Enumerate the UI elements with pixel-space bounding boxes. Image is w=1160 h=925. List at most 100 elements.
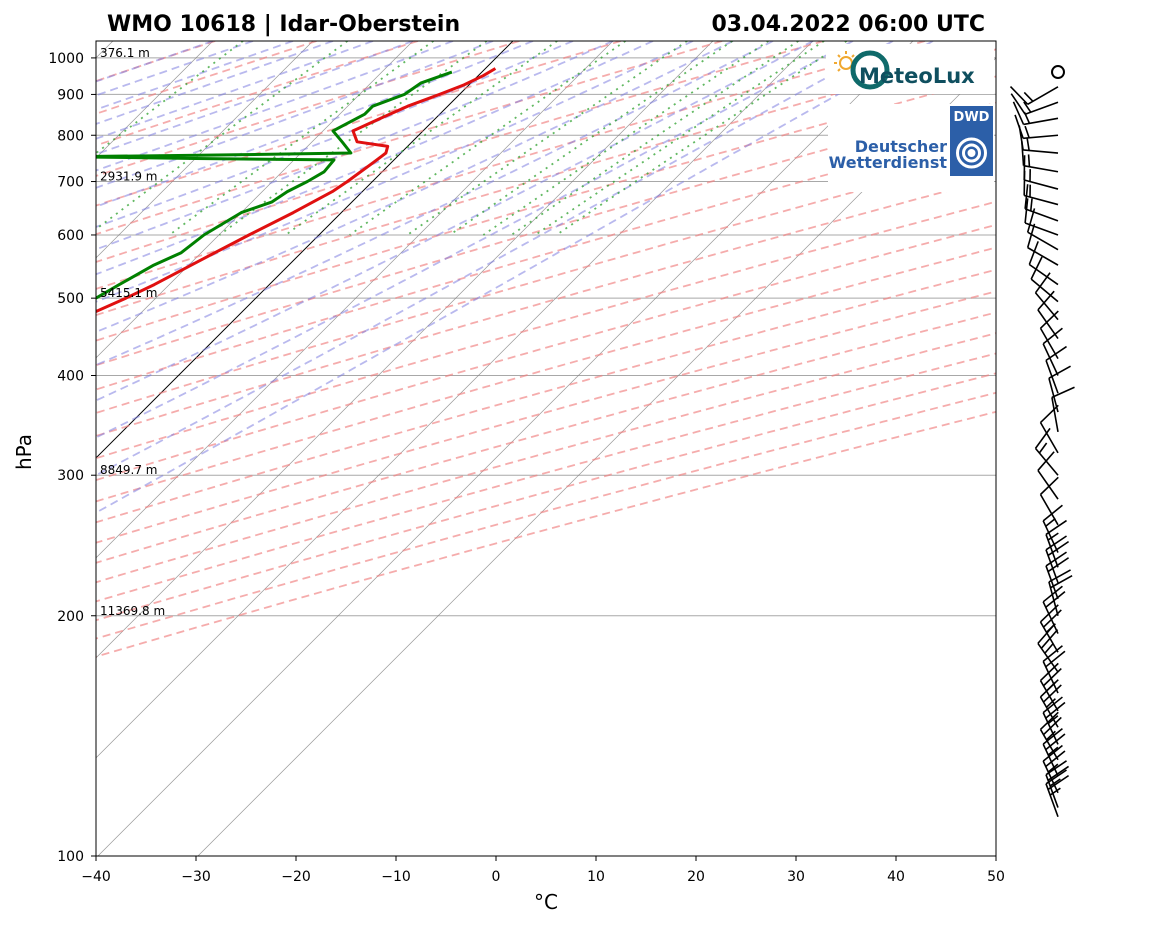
dewpoint-profile (96, 70, 453, 300)
dry-adiabat-line (96, 223, 996, 482)
moist-adiabat-line (96, 41, 374, 140)
x-tick-label: −40 (81, 869, 111, 885)
dry-adiabat-line (96, 127, 996, 391)
moist-adiabat-line (96, 41, 934, 514)
x-tick-label: −30 (181, 869, 211, 885)
moist-adiabat-line (96, 41, 814, 402)
moist-adiabat-line (96, 41, 894, 477)
moist-adiabat-line (96, 41, 334, 125)
spiral-icon (956, 137, 987, 169)
moist-adiabat-line (96, 41, 854, 439)
wind-barb (1042, 585, 1066, 634)
wind-barb (1037, 451, 1059, 500)
dwd-name-line2: Wetterdienst (829, 153, 948, 172)
height-label: 376.1 m (100, 46, 150, 60)
wind-barb (1042, 504, 1063, 553)
wind-barb (1042, 744, 1066, 794)
moist-adiabat-line (96, 41, 734, 333)
y-tick-label: 100 (57, 849, 84, 865)
moist-adiabat-line (96, 41, 534, 208)
wind-barb (1009, 85, 1059, 106)
mixing-ratio-line (349, 41, 626, 236)
wind-barb (1039, 404, 1059, 454)
wind-barb (1048, 569, 1073, 616)
meteolux-text: MeteoLux (859, 64, 975, 88)
x-tick-label: 30 (787, 869, 805, 885)
dry-adiabat-line (96, 290, 996, 544)
temperature-profile (96, 67, 497, 314)
mixing-ratio-line (96, 41, 348, 231)
wind-barb (1039, 476, 1059, 526)
wind-barb (1012, 101, 1059, 126)
moist-adiabat-line (96, 41, 694, 303)
y-tick-label: 300 (57, 468, 84, 484)
mixing-ratio-line (510, 41, 799, 236)
dry-adiabat-line (96, 41, 723, 236)
wind-barb (1045, 519, 1067, 568)
wind-barb (1026, 208, 1059, 251)
sounding-profiles (96, 67, 497, 314)
x-tick-label: −20 (281, 869, 311, 885)
moist-adiabat-line (96, 41, 614, 251)
y-tick-label: 600 (57, 228, 84, 244)
y-axis-label: hPa (12, 434, 36, 470)
wind-barb (1024, 184, 1059, 222)
wind-barb (1010, 93, 1059, 115)
height-label: 5415.1 m (100, 286, 158, 300)
wind-barb (1030, 256, 1059, 303)
height-label: 8849.7 m (100, 463, 158, 477)
dry-adiabat-line (96, 41, 824, 263)
swirl-icon (850, 50, 890, 90)
wind-barbs (1009, 65, 1075, 817)
height-label: 2931.9 m (100, 170, 158, 184)
mixing-ratio-line (96, 41, 244, 155)
wind-barb (1026, 223, 1059, 266)
moist-adiabat-line (96, 41, 294, 111)
mixing-ratio-line (168, 41, 434, 236)
wind-barb (1048, 365, 1071, 413)
dry-adiabat-line (96, 410, 996, 658)
wind-barb (1042, 327, 1063, 376)
dry-adiabat-line (96, 152, 996, 414)
moist-adiabat-line (96, 41, 414, 156)
meteolux-logo: MeteoLux (826, 44, 994, 94)
wind-barb (1045, 551, 1070, 600)
x-axis-label: °C (534, 890, 558, 914)
wind-barb (1020, 140, 1059, 173)
y-tick-label: 400 (57, 369, 84, 385)
axes: 11369.8 m 8849.7 m 5415.1 m 2931.9 m 376.1 m… (48, 46, 1005, 885)
isotherm-line (96, 41, 814, 759)
x-tick-label: 0 (492, 869, 501, 885)
height-label: 11369.8 m (100, 604, 165, 618)
wind-barb (1039, 711, 1062, 761)
dwd-badge-text: DWD (954, 110, 990, 125)
moist-adiabat-line (96, 41, 254, 97)
isotherm-line (97, 41, 914, 856)
x-tick-label: 20 (687, 869, 705, 885)
wind-barb (1042, 727, 1066, 777)
wind-barb (1028, 241, 1059, 286)
dwd-name-line1: Deutscher (855, 137, 947, 156)
isotherm-line (96, 41, 414, 359)
calm-wind-marker (1051, 65, 1065, 80)
mixing-ratio-line (406, 41, 688, 236)
dry-adiabat-line (96, 246, 996, 503)
wind-barb (1034, 427, 1059, 476)
wind-barb (1039, 679, 1062, 728)
mixing-ratio-line (218, 41, 488, 236)
y-tick-label: 200 (57, 609, 84, 625)
wind-barb (1024, 198, 1059, 236)
dry-adiabat-line (96, 332, 996, 584)
isotherm-line (96, 41, 614, 559)
y-tick-label: 800 (57, 128, 84, 144)
mixing-ratio-line (449, 41, 733, 236)
zero-isotherm-line (96, 41, 514, 459)
chart-title: WMO 10618 | Idar-Oberstein (107, 12, 460, 37)
moist-adiabat-line (96, 41, 494, 189)
wind-barb (1045, 760, 1070, 808)
wind-barb (1018, 125, 1059, 154)
dry-adiabat-line (96, 372, 996, 622)
y-tick-label: 700 (57, 175, 84, 191)
dry-adiabat-line (96, 48, 996, 317)
